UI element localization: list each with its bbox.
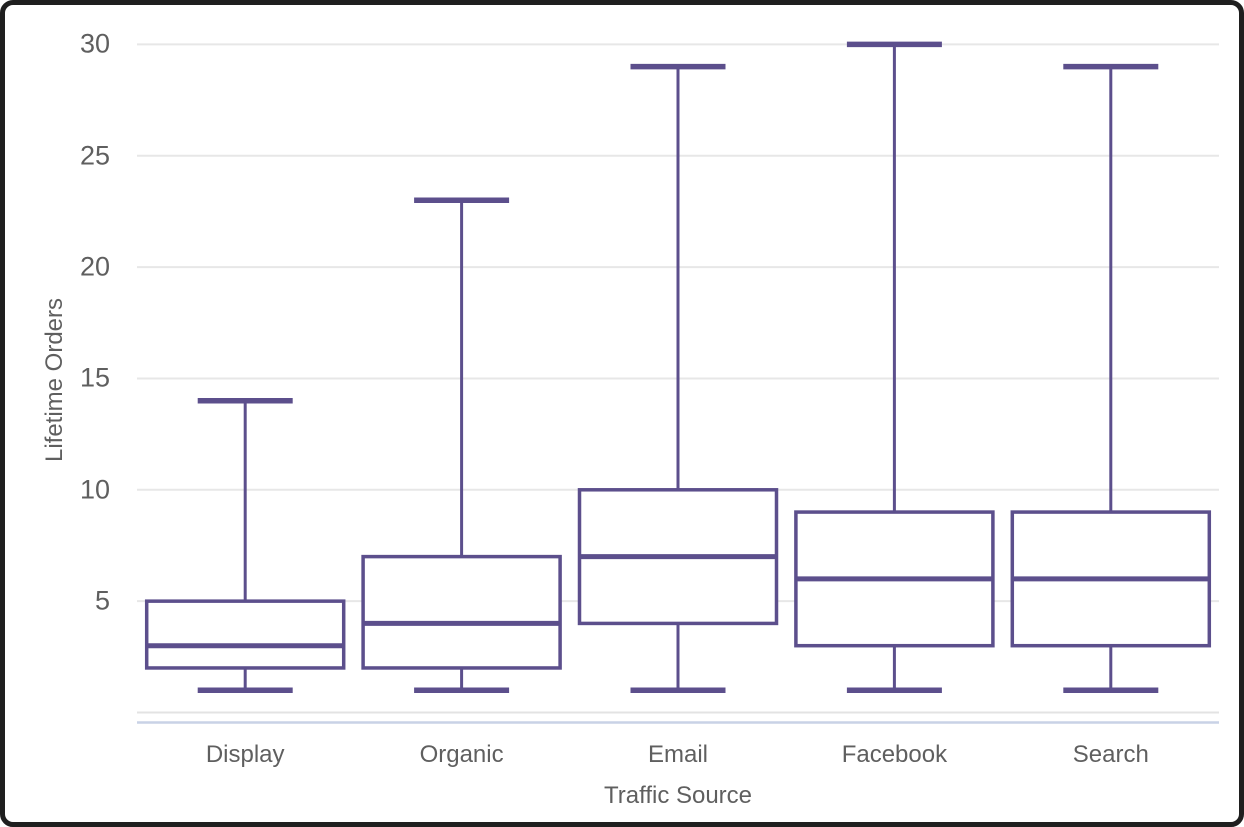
y-tick-label-15: 15 <box>79 362 110 393</box>
y-tick-label-5: 5 <box>94 585 110 616</box>
y-tick-label-10: 10 <box>79 474 110 505</box>
x-axis-title: Traffic Source <box>603 782 753 809</box>
y-axis-title: Lifetime Orders <box>41 297 69 463</box>
x-category-label-email: Email <box>647 741 709 768</box>
iqr-box-display[interactable] <box>144 599 346 670</box>
y-tick-label-20: 20 <box>79 251 110 282</box>
x-category-label-search: Search <box>1072 741 1149 768</box>
iqr-box-organic[interactable] <box>361 554 562 670</box>
x-category-label-facebook: Facebook <box>841 741 948 768</box>
x-category-label-organic: Organic <box>419 741 504 768</box>
y-tick-label-30: 30 <box>79 28 110 59</box>
x-category-label-display: Display <box>205 741 285 768</box>
y-tick-label-25: 25 <box>79 140 110 171</box>
